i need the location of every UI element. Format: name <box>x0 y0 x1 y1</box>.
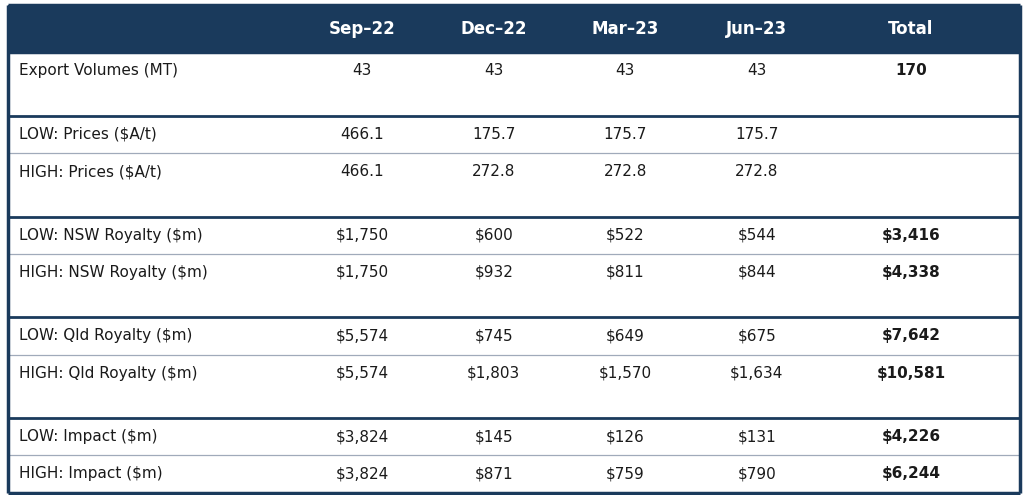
Text: $759: $759 <box>605 466 645 482</box>
Text: $10,581: $10,581 <box>877 366 946 381</box>
Text: 175.7: 175.7 <box>472 127 515 142</box>
Text: $675: $675 <box>737 328 776 344</box>
Text: $131: $131 <box>737 429 776 444</box>
Text: HIGH: NSW Royalty ($m): HIGH: NSW Royalty ($m) <box>19 265 208 280</box>
Text: $3,824: $3,824 <box>336 429 389 444</box>
Text: $544: $544 <box>737 228 776 243</box>
Text: $745: $745 <box>475 328 513 344</box>
Text: 272.8: 272.8 <box>735 164 778 179</box>
Text: Sep–22: Sep–22 <box>329 20 396 38</box>
Text: 43: 43 <box>353 63 372 78</box>
Text: Dec–22: Dec–22 <box>461 20 527 38</box>
Text: $3,416: $3,416 <box>882 228 941 243</box>
Text: $4,338: $4,338 <box>882 265 941 280</box>
Text: $1,750: $1,750 <box>336 228 389 243</box>
Text: 272.8: 272.8 <box>472 164 515 179</box>
Text: $145: $145 <box>475 429 513 444</box>
Text: $1,750: $1,750 <box>336 265 389 280</box>
Text: $790: $790 <box>737 466 776 482</box>
Text: $844: $844 <box>737 265 776 280</box>
Text: 272.8: 272.8 <box>603 164 647 179</box>
Text: 43: 43 <box>616 63 635 78</box>
Text: 170: 170 <box>895 63 927 78</box>
Text: $600: $600 <box>474 228 513 243</box>
Text: Total: Total <box>888 20 933 38</box>
Text: Export Volumes (MT): Export Volumes (MT) <box>19 63 178 78</box>
Text: HIGH: Qld Royalty ($m): HIGH: Qld Royalty ($m) <box>19 366 197 381</box>
Text: LOW: Prices ($A/t): LOW: Prices ($A/t) <box>19 127 156 142</box>
Text: $5,574: $5,574 <box>336 328 389 344</box>
Text: 466.1: 466.1 <box>340 164 384 179</box>
Text: $1,803: $1,803 <box>467 366 520 381</box>
Text: 466.1: 466.1 <box>340 127 384 142</box>
Text: $4,226: $4,226 <box>881 429 941 444</box>
Text: $6,244: $6,244 <box>882 466 941 482</box>
Text: 43: 43 <box>747 63 767 78</box>
Text: HIGH: Prices ($A/t): HIGH: Prices ($A/t) <box>19 164 161 179</box>
Text: $1,570: $1,570 <box>598 366 652 381</box>
Bar <box>8 5 1020 52</box>
Text: $522: $522 <box>605 228 645 243</box>
Text: $811: $811 <box>605 265 645 280</box>
Text: HIGH: Impact ($m): HIGH: Impact ($m) <box>19 466 162 482</box>
Text: 43: 43 <box>484 63 504 78</box>
Text: 175.7: 175.7 <box>603 127 647 142</box>
Text: $871: $871 <box>475 466 513 482</box>
Text: 175.7: 175.7 <box>735 127 778 142</box>
Text: $932: $932 <box>474 265 513 280</box>
Text: LOW: Qld Royalty ($m): LOW: Qld Royalty ($m) <box>19 328 192 344</box>
Text: $5,574: $5,574 <box>336 366 389 381</box>
Text: Mar–23: Mar–23 <box>591 20 659 38</box>
Text: $126: $126 <box>605 429 645 444</box>
Text: $7,642: $7,642 <box>882 328 941 344</box>
Text: Jun–23: Jun–23 <box>726 20 787 38</box>
Text: $3,824: $3,824 <box>336 466 389 482</box>
Text: LOW: Impact ($m): LOW: Impact ($m) <box>19 429 157 444</box>
Text: LOW: NSW Royalty ($m): LOW: NSW Royalty ($m) <box>19 228 203 243</box>
Text: $649: $649 <box>605 328 645 344</box>
Text: $1,634: $1,634 <box>730 366 783 381</box>
